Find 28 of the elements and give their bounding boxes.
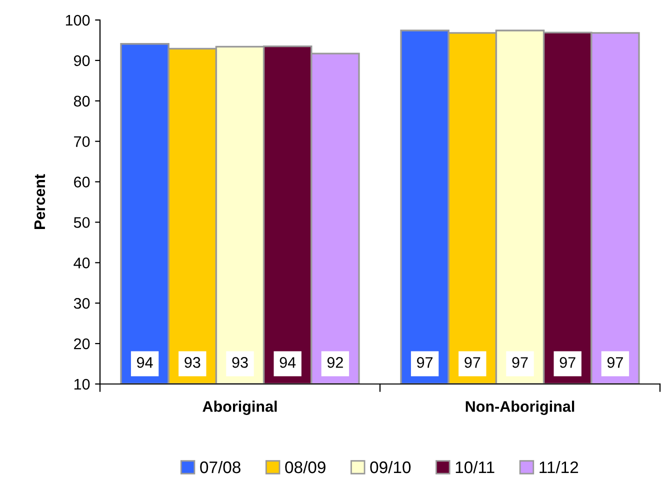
legend-label: 08/09	[285, 460, 326, 474]
y-tick-label: 30	[74, 298, 90, 309]
data-label: 97	[464, 357, 480, 368]
y-tick-label: 10	[74, 378, 90, 390]
x-tick-label: Non-Aboriginal	[466, 400, 574, 415]
data-label: 94	[280, 357, 296, 368]
y-tick-label: 80	[74, 96, 90, 107]
y-tick-label: 70	[74, 136, 90, 148]
legend-label: 11/12	[540, 460, 578, 474]
data-label: 97	[607, 357, 623, 368]
data-label: 92	[327, 357, 343, 368]
data-label: 93	[232, 357, 248, 368]
y-tick-label: 60	[74, 176, 90, 188]
y-tick-label: 50	[74, 217, 90, 228]
data-label: 93	[184, 357, 200, 368]
y-axis-title: Percent	[34, 174, 46, 229]
y-tick-label: 90	[74, 55, 90, 66]
data-label: 97	[417, 357, 433, 368]
data-label: 97	[512, 357, 528, 368]
y-tick-label: 40	[74, 258, 90, 268]
legend-label: 07/08	[200, 460, 240, 474]
y-tick-label: 100	[66, 14, 90, 26]
y-tick-label: 20	[74, 338, 90, 350]
x-tick-label: Aboriginal	[202, 400, 277, 415]
data-label: 97	[560, 357, 576, 368]
legend-label: 09/10	[370, 460, 411, 474]
legend-label: 10/11	[456, 460, 494, 474]
data-label: 94	[137, 357, 153, 368]
